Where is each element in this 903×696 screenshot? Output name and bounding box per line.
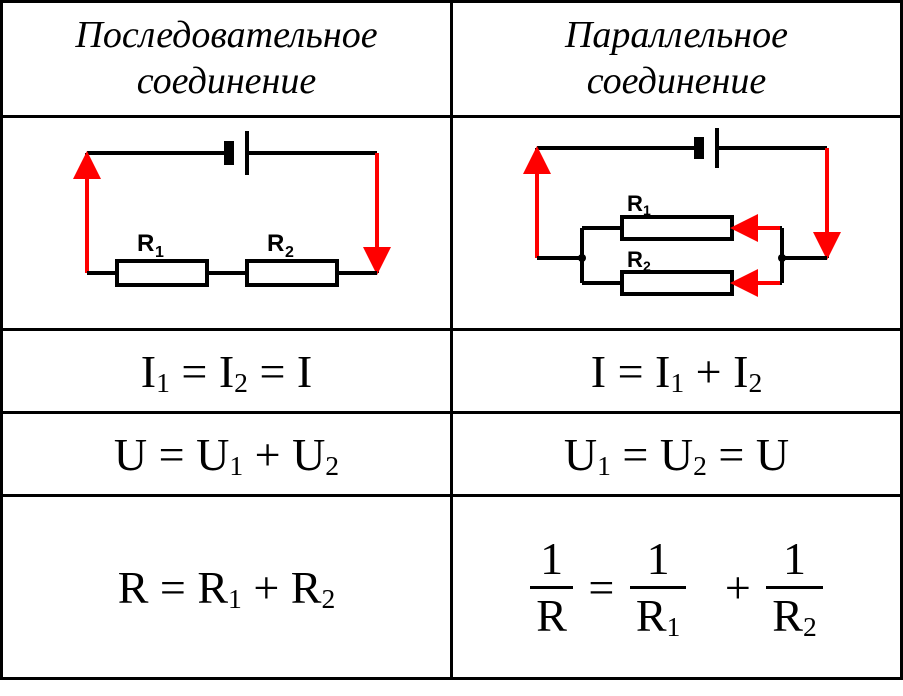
svg-text:2: 2	[643, 258, 651, 274]
diagram-parallel-cell: R 1 R 2	[452, 117, 902, 330]
header-series: Последовательное соединение	[2, 2, 452, 117]
formula-parallel-I: I = I1 + I2	[452, 330, 902, 413]
formula-series-U: U = U1 + U2	[2, 413, 452, 496]
header-parallel-l1: Параллельное	[565, 14, 788, 56]
series-circuit-diagram: R 1 R 2	[37, 123, 417, 323]
comparison-table: Последовательное соединение Параллельное…	[0, 0, 903, 680]
svg-text:2: 2	[285, 244, 294, 261]
frac-1R: 1 R	[530, 536, 573, 639]
diagram-series-cell: R 1 R 2	[2, 117, 452, 330]
svg-text:R: R	[137, 230, 154, 257]
header-parallel: Параллельное соединение	[452, 2, 902, 117]
svg-text:1: 1	[155, 244, 164, 261]
formula-parallel-R: 1 R = 1 R1 + 1 R2	[452, 496, 902, 679]
svg-text:R: R	[267, 230, 284, 257]
svg-text:R: R	[627, 191, 643, 216]
header-series-l2: соединение	[137, 60, 317, 102]
svg-text:1: 1	[643, 202, 651, 218]
frac-1R2: 1 R2	[766, 536, 822, 639]
parallel-circuit-diagram: R 1 R 2	[487, 123, 867, 323]
formula-parallel-U: U1 = U2 = U	[452, 413, 902, 496]
frac-1R1: 1 R1	[630, 536, 686, 639]
header-parallel-l2: соединение	[587, 60, 767, 102]
svg-text:R: R	[627, 247, 643, 272]
header-series-l1: Последовательное	[75, 14, 377, 56]
formula-series-I: I1 = I2 = I	[2, 330, 452, 413]
formula-series-R: R = R1 + R2	[2, 496, 452, 679]
